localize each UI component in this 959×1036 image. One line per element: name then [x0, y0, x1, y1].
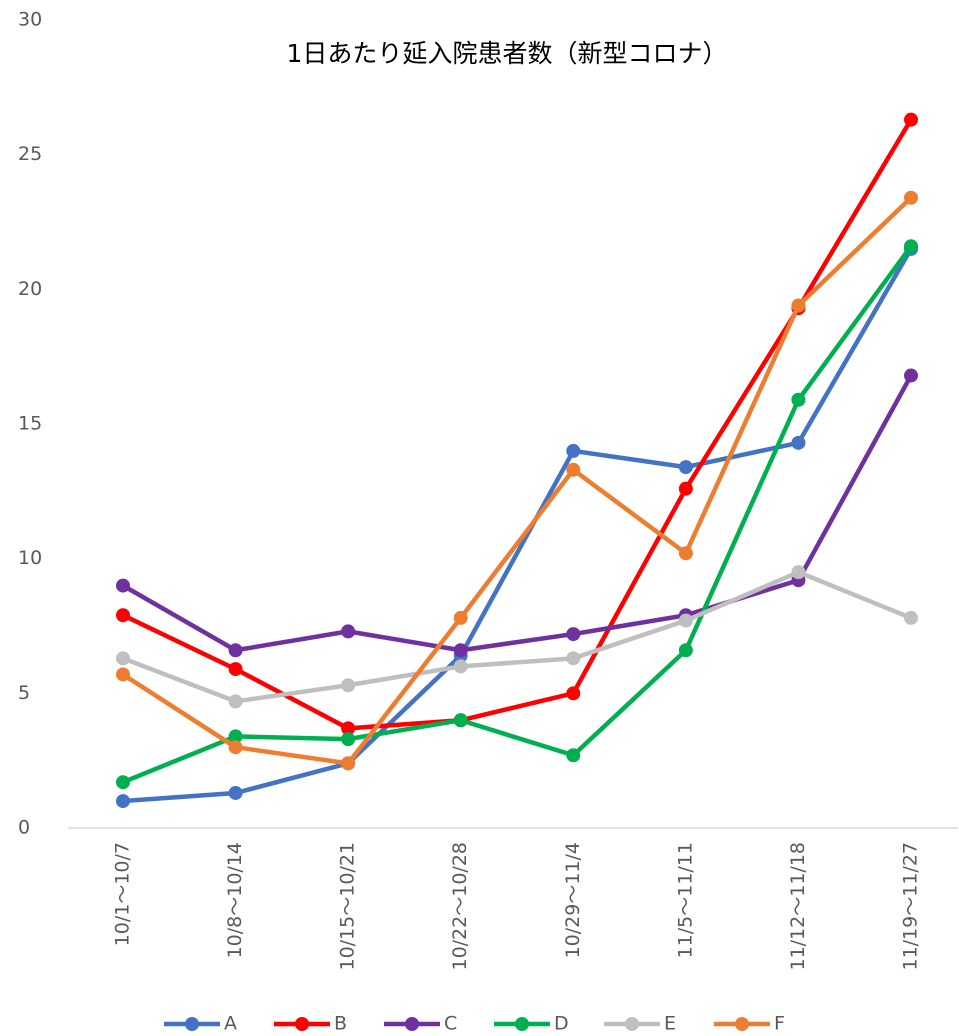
series-line	[121, 196, 913, 766]
point	[228, 729, 243, 744]
point	[116, 794, 130, 809]
point	[116, 608, 130, 623]
point	[791, 435, 806, 450]
legend-label: F	[774, 1013, 785, 1035]
legend-label: C	[444, 1013, 457, 1035]
point	[341, 678, 356, 693]
point	[228, 694, 243, 709]
legend-label: D	[554, 1013, 569, 1035]
point	[904, 610, 918, 625]
point	[116, 578, 130, 593]
point	[341, 732, 356, 747]
legend-marker	[295, 1017, 309, 1031]
point	[228, 740, 243, 755]
series-line	[122, 244, 913, 785]
legend-label: E	[664, 1013, 676, 1035]
point	[678, 481, 693, 496]
point	[116, 667, 130, 682]
point	[566, 462, 581, 477]
legend-label: B	[334, 1013, 347, 1035]
legend-marker	[735, 1017, 749, 1031]
x-tick-label: 11/5～11/11	[674, 842, 696, 958]
x-tick-label: 10/1～10/7	[112, 842, 134, 946]
y-tick-label: 30	[18, 9, 42, 31]
y-tick-label: 20	[18, 278, 42, 300]
point	[678, 613, 693, 628]
point	[341, 756, 356, 771]
point	[904, 190, 918, 205]
x-tick-label: 11/19～11/27	[900, 842, 922, 971]
legend-marker	[625, 1017, 639, 1031]
x-tick-label: 10/15～10/21	[337, 842, 359, 971]
point	[791, 392, 806, 407]
point	[904, 239, 918, 254]
legend-marker	[185, 1017, 199, 1031]
point	[904, 112, 918, 127]
point	[566, 748, 581, 763]
point	[678, 460, 693, 475]
series-line	[122, 118, 913, 731]
x-tick-label: 10/22～10/28	[449, 842, 471, 971]
point	[678, 643, 693, 658]
point	[566, 651, 581, 666]
y-tick-label: 15	[18, 413, 42, 435]
series-line	[122, 247, 913, 804]
point	[566, 686, 581, 701]
legend-label: A	[224, 1013, 237, 1035]
x-tick-label: 10/8～10/14	[224, 842, 246, 958]
point	[566, 443, 581, 458]
legend-marker	[405, 1017, 419, 1031]
y-tick-label: 5	[18, 682, 30, 704]
point	[791, 565, 806, 580]
point	[678, 546, 693, 561]
point	[341, 721, 356, 736]
x-tick-label: 11/12～11/18	[787, 842, 809, 971]
point	[904, 368, 918, 383]
point	[228, 643, 243, 658]
point	[116, 775, 130, 790]
point	[228, 785, 243, 800]
y-tick-label: 0	[18, 817, 30, 839]
series-line	[121, 374, 913, 653]
point	[453, 659, 468, 674]
point	[453, 643, 468, 658]
series-line	[122, 569, 912, 704]
point	[791, 298, 806, 313]
y-tick-label: 25	[18, 143, 42, 165]
point	[116, 651, 130, 666]
point	[566, 627, 581, 642]
legend-marker	[515, 1017, 529, 1031]
y-tick-label: 10	[18, 547, 42, 569]
chart-title: 1日あたり延入院患者数（新型コロナ）	[287, 39, 728, 68]
point	[228, 662, 243, 677]
x-tick-label: 10/29～11/4	[562, 842, 584, 958]
point	[453, 713, 468, 728]
point	[453, 610, 468, 625]
point	[341, 624, 356, 639]
